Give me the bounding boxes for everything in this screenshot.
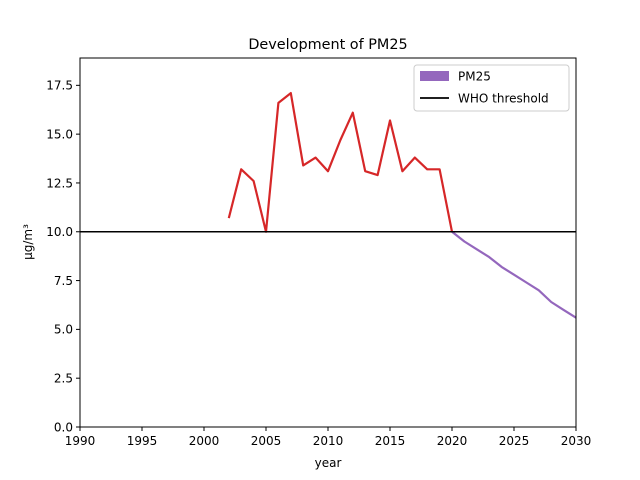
y-tick-label: 12.5 <box>46 176 73 190</box>
x-tick-label: 2000 <box>189 434 220 448</box>
x-tick-label: 2005 <box>251 434 282 448</box>
y-tick-label: 2.5 <box>54 371 73 385</box>
y-tick-label: 0.0 <box>54 420 73 434</box>
y-tick-label: 10.0 <box>46 225 73 239</box>
axes: 1990 1995 2000 2005 2010 2015 2020 2025 2030 0.0 2… <box>46 57 592 448</box>
x-tick-label: 2030 <box>561 434 592 448</box>
y-tick-label: 17.5 <box>46 79 73 93</box>
x-axis-label: year <box>315 456 342 470</box>
x-tick-label: 1995 <box>127 434 158 448</box>
x-tick-label: 2020 <box>437 434 468 448</box>
x-tick-label: 2025 <box>499 434 530 448</box>
legend-label: PM25 <box>458 69 491 83</box>
legend: PM25 WHO threshold <box>413 64 570 112</box>
plot-frame <box>79 57 577 428</box>
y-axis-label: µg/m³ <box>21 224 35 260</box>
y-tick-label: 15.0 <box>46 127 73 141</box>
legend-label: WHO threshold <box>458 91 549 105</box>
y-tick-label: 7.5 <box>54 274 73 288</box>
x-tick-label: 2015 <box>375 434 406 448</box>
x-tick-label: 1990 <box>65 434 96 448</box>
series-line-historical <box>227 91 454 233</box>
x-tick-label: 2010 <box>313 434 344 448</box>
y-tick-label: 5.0 <box>54 323 73 337</box>
series-line-projection <box>451 230 577 319</box>
legend-box <box>413 64 570 112</box>
legend-swatch-pm25 <box>420 71 449 81</box>
plot-area <box>80 91 577 319</box>
chart-title: Development of PM25 <box>248 37 407 53</box>
